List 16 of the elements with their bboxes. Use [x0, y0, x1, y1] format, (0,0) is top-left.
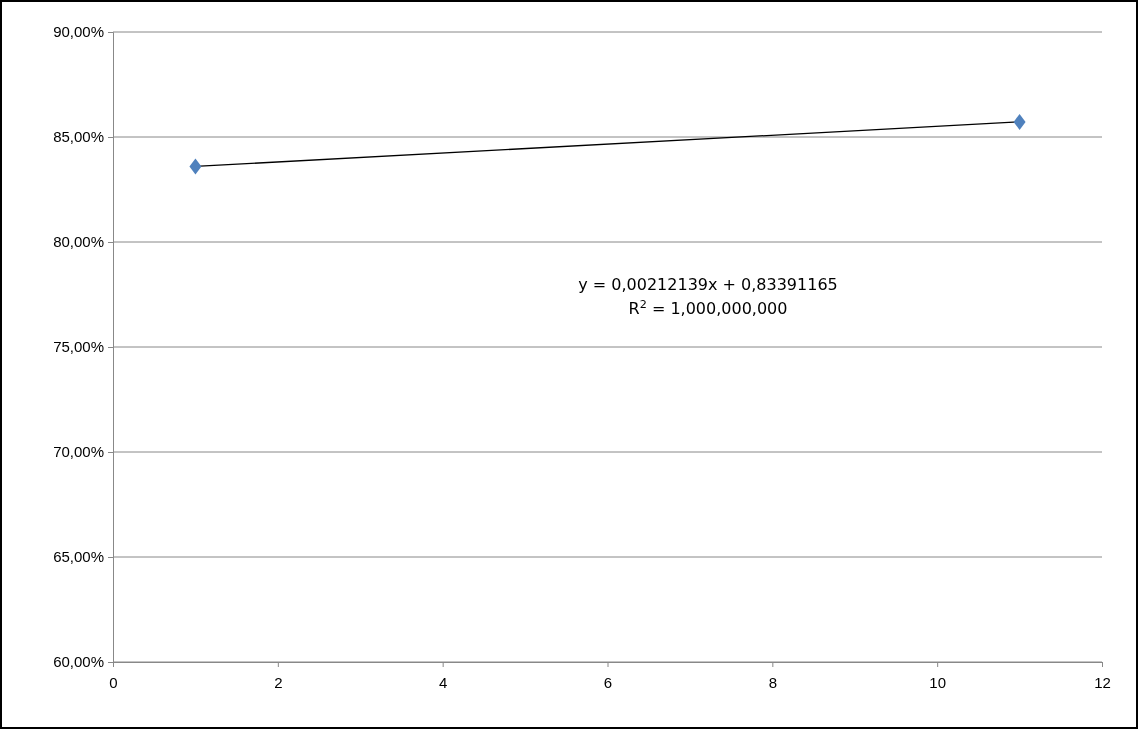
- annotation: y = 0,00212139x + 0,83391165: [578, 275, 838, 294]
- y-tick-label: 60,00%: [53, 653, 104, 671]
- y-tick-label: 80,00%: [53, 233, 104, 251]
- x-tick-label: 0: [109, 673, 118, 691]
- x-tick-label: 2: [274, 673, 283, 691]
- x-tick-label: 12: [1094, 673, 1111, 691]
- y-tick-label: 85,00%: [53, 128, 104, 146]
- x-tick-label: 10: [929, 673, 947, 691]
- y-tick-label: 65,00%: [53, 548, 104, 566]
- y-tick-label: 75,00%: [53, 338, 104, 356]
- x-tick-label: 4: [438, 673, 448, 691]
- x-tick-label: 6: [603, 673, 613, 691]
- y-tick-label: 90,00%: [53, 23, 104, 41]
- y-tick-label: 70,00%: [53, 443, 104, 461]
- x-tick-label: 8: [768, 673, 778, 691]
- annotation: R$^{2}$ = 1,000,000,000: [628, 297, 788, 318]
